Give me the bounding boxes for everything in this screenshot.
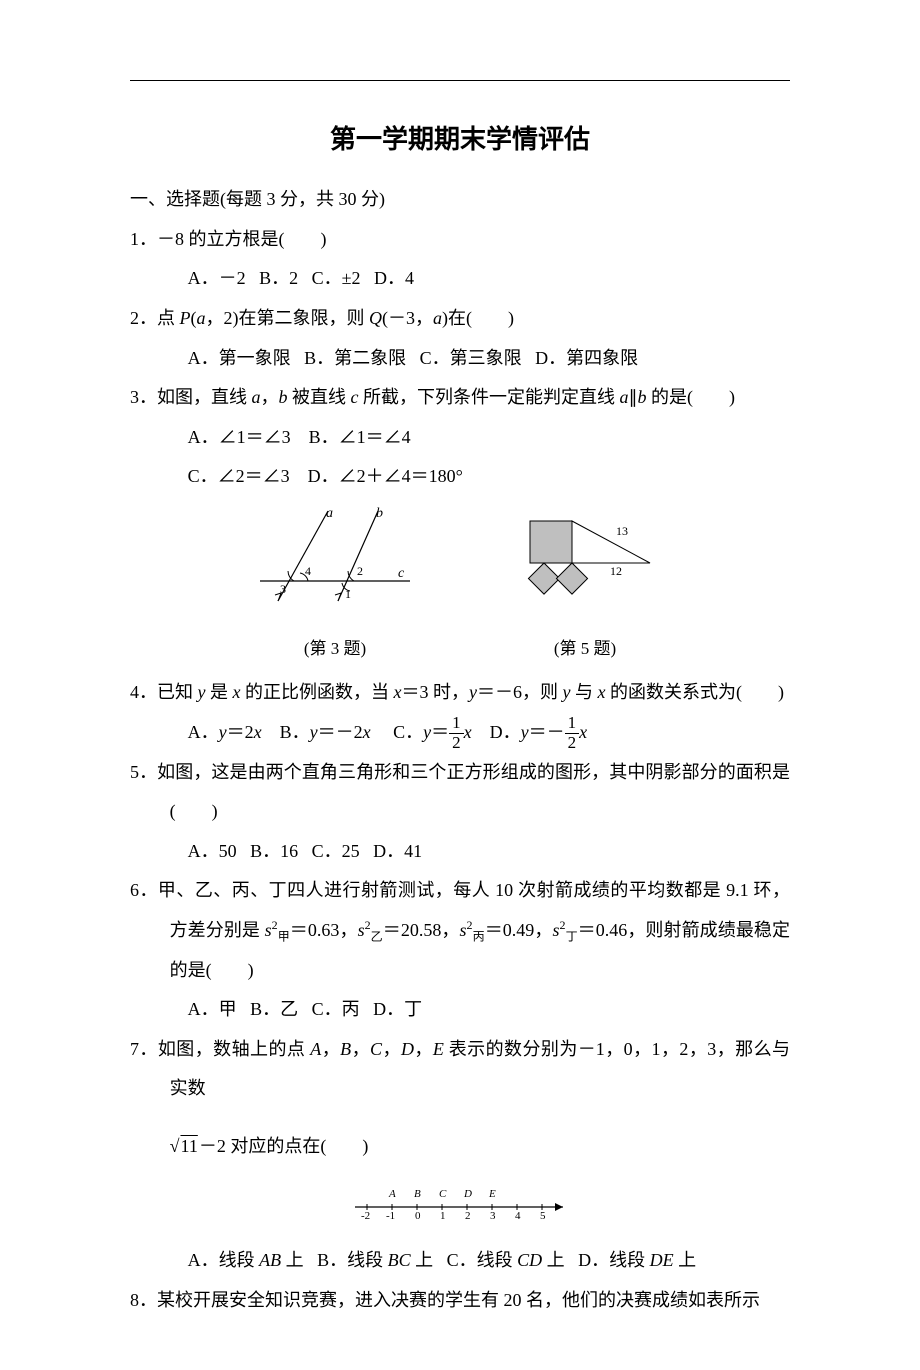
- svg-text:A: A: [388, 1188, 396, 1200]
- q5-num: 5．: [130, 762, 157, 782]
- q7-numberline: A B C D E -2 -1 0 1 2 3 4 5: [130, 1185, 790, 1238]
- svg-text:0: 0: [415, 1210, 421, 1222]
- svg-text:4: 4: [515, 1210, 521, 1222]
- question-7: 7．如图，数轴上的点 A，B，C，D，E 表示的数分别为－1，0，1，2，3，那…: [130, 1030, 790, 1109]
- q6-C: C．丙: [312, 999, 360, 1019]
- section-heading: 一、选择题(每题 3 分，共 30 分): [130, 180, 790, 220]
- q1-options: A．－2 B．2 C．±2 D．4: [130, 259, 790, 299]
- svg-text:B: B: [414, 1188, 421, 1200]
- q2-C: C．第三象限: [420, 348, 522, 368]
- figure-q5: 13 12 (第 5 题): [500, 503, 670, 667]
- q5-C: C．25: [312, 841, 360, 861]
- q7-cont: √11－2 对应的点在( ): [130, 1127, 790, 1167]
- q3-D: D．∠2＋∠4＝180°: [308, 466, 463, 486]
- svg-text:-2: -2: [361, 1210, 370, 1222]
- svg-text:-1: -1: [386, 1210, 395, 1222]
- q1-text: －8 的立方根是( ): [157, 229, 327, 249]
- question-6: 6．甲、乙、丙、丁四人进行射箭测试，每人 10 次射箭成绩的平均数都是 9.1 …: [130, 871, 790, 990]
- q7-options: A．线段 AB 上 B．线段 BC 上 C．线段 CD 上 D．线段 DE 上: [130, 1241, 790, 1281]
- q5-A: A．50: [188, 841, 237, 861]
- svg-text:5: 5: [540, 1210, 546, 1222]
- svg-text:3: 3: [490, 1210, 496, 1222]
- q5-B: B．16: [250, 841, 298, 861]
- q2-num: 2．: [130, 308, 157, 328]
- q5-figcap: (第 5 题): [500, 630, 670, 667]
- svg-text:3: 3: [280, 582, 286, 596]
- q6-B: B．乙: [250, 999, 298, 1019]
- svg-text:a: a: [326, 506, 333, 521]
- question-4: 4．已知 y 是 x 的正比例函数，当 x＝3 时，y＝－6，则 y 与 x 的…: [130, 673, 790, 713]
- svg-text:c: c: [398, 566, 405, 581]
- q7-num: 7．: [130, 1039, 158, 1059]
- question-1: 1．－8 的立方根是( ): [130, 220, 790, 260]
- page-title: 第一学期期末学情评估: [130, 111, 790, 168]
- q2-A: A．第一象限: [188, 348, 291, 368]
- svg-text:1: 1: [345, 587, 351, 601]
- q3-B: B．∠1＝∠4: [309, 427, 411, 447]
- svg-text:4: 4: [305, 564, 311, 578]
- q3-options-row2: C．∠2＝∠3 D．∠2＋∠4＝180°: [130, 457, 790, 497]
- q5-D: D．41: [373, 841, 422, 861]
- q4-options: A．y＝2x B．y＝－2x C．y＝12x D．y＝－12x: [130, 713, 790, 753]
- question-5: 5．如图，这是由两个直角三角形和三个正方形组成的图形，其中阴影部分的面积是( ): [130, 753, 790, 832]
- q1-B: B．2: [259, 268, 298, 288]
- figure-q3: a b c 3 4 2 1 (第 3 题): [250, 503, 420, 667]
- q3-num: 3．: [130, 387, 157, 407]
- q8-num: 8．: [130, 1290, 157, 1310]
- q5-diagram: 13 12: [500, 503, 670, 613]
- svg-text:D: D: [463, 1188, 472, 1200]
- svg-text:12: 12: [610, 564, 622, 578]
- figures-row: a b c 3 4 2 1 (第 3 题) 13 12 (第 5 题): [130, 503, 790, 667]
- q6-D: D．丁: [373, 999, 422, 1019]
- svg-text:2: 2: [357, 564, 363, 578]
- q1-D: D．4: [374, 268, 414, 288]
- q3-C: C．∠2＝∠3: [188, 466, 290, 486]
- q6-num: 6．: [130, 880, 158, 900]
- q1-num: 1．: [130, 229, 157, 249]
- q3-options-row1: A．∠1＝∠3 B．∠1＝∠4: [130, 418, 790, 458]
- svg-text:2: 2: [465, 1210, 471, 1222]
- svg-text:b: b: [376, 506, 383, 521]
- svg-text:C: C: [439, 1188, 447, 1200]
- top-rule: [130, 80, 790, 81]
- q1-A: A．－2: [188, 268, 246, 288]
- svg-text:13: 13: [616, 524, 628, 538]
- question-2: 2．点 P(a，2)在第二象限，则 Q(－3，a)在( ): [130, 299, 790, 339]
- q2-options: A．第一象限 B．第二象限 C．第三象限 D．第四象限: [130, 339, 790, 379]
- svg-text:1: 1: [440, 1210, 446, 1222]
- q1-C: C．±2: [312, 268, 361, 288]
- q3-diagram: a b c 3 4 2 1: [250, 503, 420, 613]
- q4-num: 4．: [130, 682, 157, 702]
- q3-figcap: (第 3 题): [250, 630, 420, 667]
- question-3: 3．如图，直线 a，b 被直线 c 所截，下列条件一定能判定直线 a∥b 的是(…: [130, 378, 790, 418]
- q6-A: A．甲: [188, 999, 237, 1019]
- q6-options: A．甲 B．乙 C．丙 D．丁: [130, 990, 790, 1030]
- svg-text:E: E: [488, 1188, 496, 1200]
- q3-A: A．∠1＝∠3: [188, 427, 291, 447]
- q5-options: A．50 B．16 C．25 D．41: [130, 832, 790, 872]
- q2-D: D．第四象限: [535, 348, 638, 368]
- q2-B: B．第二象限: [304, 348, 406, 368]
- question-8: 8．某校开展安全知识竞赛，进入决赛的学生有 20 名，他们的决赛成绩如表所示: [130, 1281, 790, 1321]
